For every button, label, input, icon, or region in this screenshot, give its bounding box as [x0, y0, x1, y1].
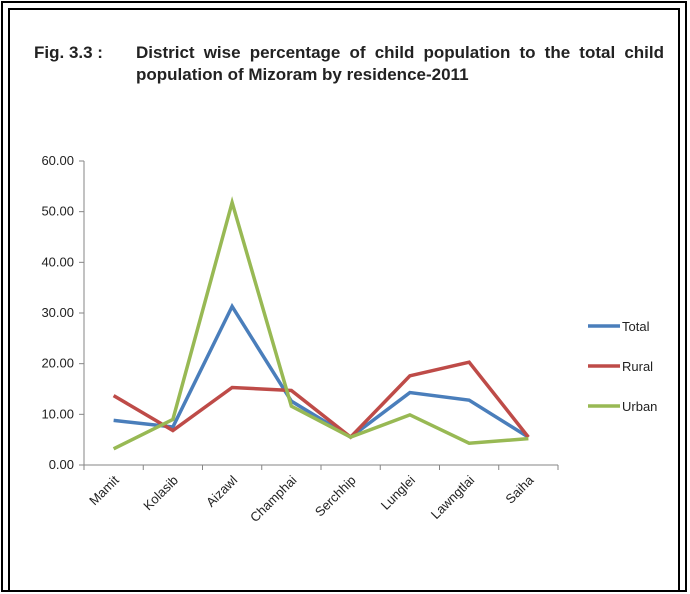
x-tick-label: Mamit	[86, 472, 122, 508]
legend-label-urban: Urban	[622, 399, 657, 414]
series-line-rural	[112, 360, 530, 440]
legend-label-rural: Rural	[622, 359, 653, 374]
y-tick-label: 30.00	[41, 305, 74, 320]
y-axis-ticks: 0.00 10.00 20.00 30.00 40.00 50.00 60.00	[41, 153, 84, 472]
legend-label-total: Total	[622, 319, 650, 334]
x-tick-label: Aizawl	[203, 472, 240, 509]
series-line-urban	[112, 196, 529, 451]
x-tick-label: Saiha	[502, 472, 537, 507]
x-tick-label: Serchhip	[312, 473, 359, 520]
figure-number: Fig. 3.3 :	[34, 43, 103, 62]
legend: Total Rural Urban	[588, 319, 657, 414]
figure-title: District wise percentage of child popula…	[136, 43, 664, 84]
x-axis-ticks: Mamit Kolasib Aizawl Champhai Serchhip Lungle…	[83, 465, 559, 525]
x-tick-label: Champhai	[247, 472, 300, 525]
series-lines	[112, 196, 530, 451]
y-tick-label: 10.00	[41, 406, 74, 421]
y-tick-label: 40.00	[41, 254, 74, 269]
y-tick-label: 0.00	[49, 457, 74, 472]
x-tick-label: Lawngtlai	[428, 472, 478, 522]
series-line-total	[113, 302, 530, 440]
y-tick-label: 60.00	[41, 153, 74, 168]
x-tick-label: Kolasib	[140, 473, 181, 514]
y-tick-label: 50.00	[41, 204, 74, 219]
inner-frame	[8, 8, 680, 590]
y-tick-label: 20.00	[41, 356, 74, 371]
x-tick-label: Lunglei	[378, 472, 418, 512]
